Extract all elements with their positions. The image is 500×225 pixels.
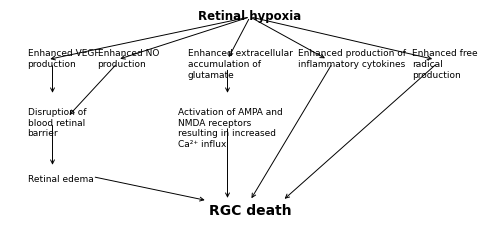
Text: Enhanced NO
production: Enhanced NO production <box>98 50 159 69</box>
Text: Disruption of
blood retinal
barrier: Disruption of blood retinal barrier <box>28 108 86 139</box>
Text: Retinal hypoxia: Retinal hypoxia <box>198 10 302 23</box>
Text: Enhanced free
radical
production: Enhanced free radical production <box>412 50 478 80</box>
Text: Activation of AMPA and
NMDA receptors
resulting in increased
Ca²⁺ influx: Activation of AMPA and NMDA receptors re… <box>178 108 282 149</box>
Text: RGC death: RGC death <box>208 204 292 218</box>
Text: Retinal edema: Retinal edema <box>28 176 93 184</box>
Text: Enhanced VEGF
production: Enhanced VEGF production <box>28 50 99 69</box>
Text: Enhanced extracellular
accumulation of
glutamate: Enhanced extracellular accumulation of g… <box>188 50 292 80</box>
Text: Enhanced production of
inflammatory cytokines: Enhanced production of inflammatory cyto… <box>298 50 406 69</box>
